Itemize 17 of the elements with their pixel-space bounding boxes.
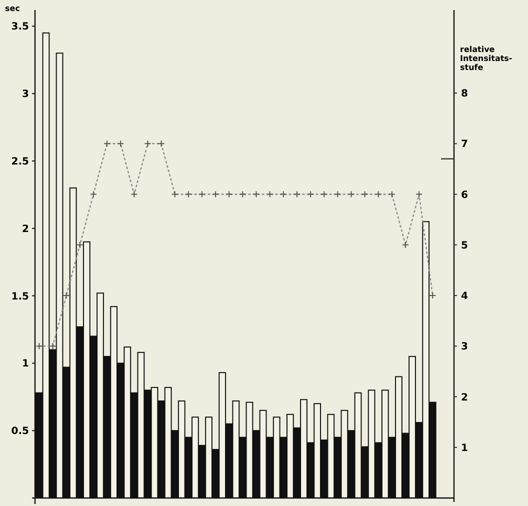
y2-tick-label: 3 <box>461 342 468 353</box>
y2-axis-title: relative Intensitats- stufe <box>460 45 512 72</box>
y2-tick-label: 2 <box>461 392 468 404</box>
y-tick-label: 2.5 <box>11 156 30 168</box>
y2-tick-label: 1 <box>461 442 468 454</box>
y-tick-label: 2 <box>22 224 30 235</box>
y-tick-label: 3 <box>22 89 30 100</box>
y-tick-label: 3.5 <box>11 22 30 33</box>
y2-tick-label: 4 <box>461 291 468 302</box>
y-axis-title: sec <box>5 4 20 13</box>
y2-tick-label: 5 <box>461 240 468 252</box>
y-tick-label: 1 <box>22 358 30 370</box>
y2-tick-label: 8 <box>461 88 468 100</box>
y2-tick-label: 6 <box>461 190 468 201</box>
y-tick-label: 0.5 <box>11 426 30 438</box>
y2-tick-label: 7 <box>461 139 468 150</box>
y-tick-label: 1.5 <box>11 291 30 302</box>
